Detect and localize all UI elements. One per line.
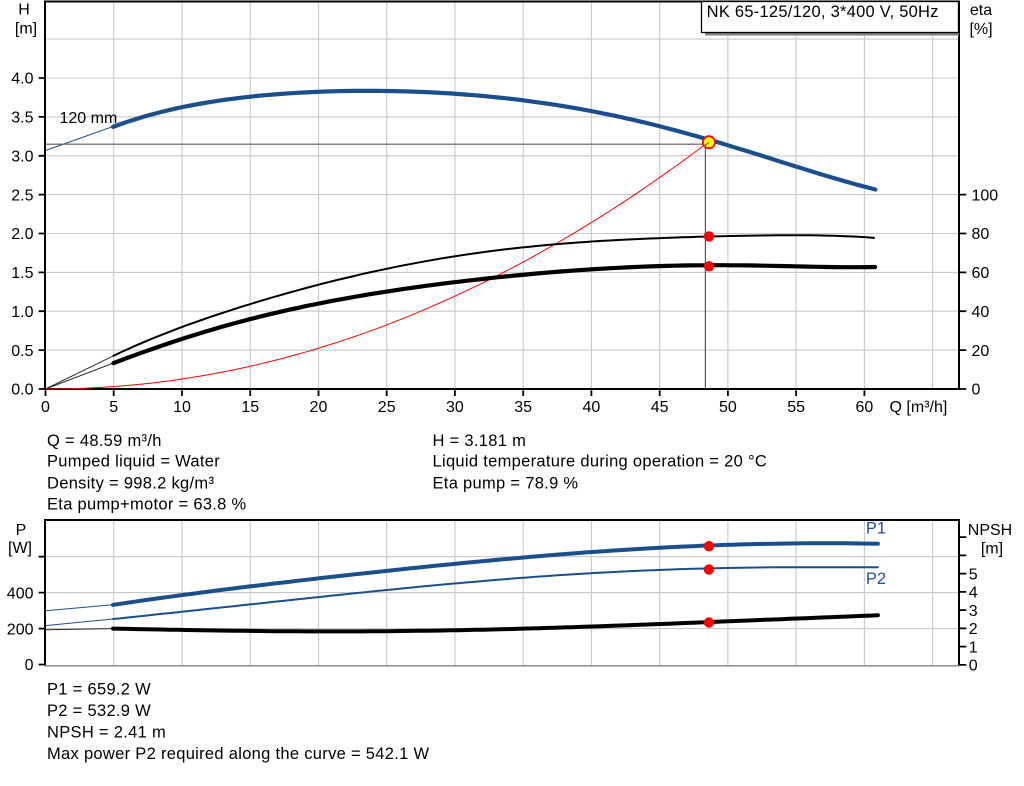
svg-text:20: 20 (310, 399, 328, 416)
svg-text:30: 30 (446, 399, 464, 416)
svg-text:NPSH: NPSH (968, 522, 1012, 539)
svg-text:20: 20 (972, 343, 990, 360)
svg-text:2: 2 (969, 621, 978, 638)
svg-text:100: 100 (972, 187, 999, 204)
svg-text:Pumped liquid = Water: Pumped liquid = Water (47, 453, 220, 471)
svg-text:3.5: 3.5 (11, 110, 33, 127)
svg-text:P1 = 659.2 W: P1 = 659.2 W (47, 681, 151, 699)
svg-text:0: 0 (41, 399, 50, 416)
svg-text:60: 60 (855, 399, 873, 416)
svg-text:Q = 48.59 m³/h: Q = 48.59 m³/h (47, 432, 162, 450)
svg-text:0: 0 (25, 657, 34, 674)
svg-text:4: 4 (969, 585, 978, 602)
svg-text:[m]: [m] (15, 20, 37, 37)
svg-text:eta: eta (970, 2, 992, 19)
svg-text:[%]: [%] (969, 21, 992, 38)
svg-text:0.0: 0.0 (11, 382, 33, 399)
svg-text:P1: P1 (866, 520, 886, 538)
svg-text:45: 45 (651, 399, 669, 416)
svg-text:P2 = 532.9 W: P2 = 532.9 W (47, 702, 151, 720)
svg-text:120 mm: 120 mm (60, 110, 118, 127)
svg-text:Density = 998.2 kg/m³: Density = 998.2 kg/m³ (47, 474, 214, 492)
svg-text:55: 55 (787, 399, 805, 416)
svg-text:Liquid temperature during oper: Liquid temperature during operation = 20… (433, 453, 768, 471)
svg-text:50: 50 (719, 399, 737, 416)
svg-text:P: P (16, 522, 27, 539)
svg-text:15: 15 (241, 399, 259, 416)
svg-text:1.5: 1.5 (11, 265, 33, 282)
svg-text:200: 200 (7, 621, 34, 638)
svg-text:0: 0 (972, 382, 981, 399)
svg-text:2.5: 2.5 (11, 187, 33, 204)
svg-text:3.0: 3.0 (11, 149, 33, 166)
svg-text:400: 400 (7, 585, 34, 602)
svg-text:Eta pump = 78.9 %: Eta pump = 78.9 % (433, 474, 579, 492)
svg-text:3: 3 (969, 603, 978, 620)
svg-text:80: 80 (972, 226, 990, 243)
svg-text:NPSH = 2.41 m: NPSH = 2.41 m (47, 723, 166, 741)
svg-text:40: 40 (972, 304, 990, 321)
svg-text:60: 60 (972, 265, 990, 282)
svg-text:H: H (18, 1, 30, 18)
svg-text:0.5: 0.5 (11, 343, 33, 360)
svg-text:35: 35 (514, 399, 532, 416)
svg-text:Q [m³/h]: Q [m³/h] (890, 399, 948, 416)
svg-text:H = 3.181 m: H = 3.181 m (433, 432, 527, 450)
svg-text:25: 25 (378, 399, 396, 416)
svg-text:40: 40 (583, 399, 601, 416)
svg-text:Eta pump+motor = 63.8 %: Eta pump+motor = 63.8 % (47, 496, 247, 514)
svg-text:NK 65-125/120, 3*400 V, 50Hz: NK 65-125/120, 3*400 V, 50Hz (707, 3, 939, 21)
svg-text:5: 5 (969, 566, 978, 583)
svg-text:[W]: [W] (8, 540, 32, 557)
svg-text:1.0: 1.0 (11, 304, 33, 321)
svg-text:P2: P2 (866, 570, 886, 588)
svg-text:5: 5 (109, 399, 118, 416)
svg-text:2.0: 2.0 (11, 226, 33, 243)
svg-text:4.0: 4.0 (11, 71, 33, 88)
svg-text:1: 1 (969, 639, 978, 656)
svg-text:[m]: [m] (981, 541, 1003, 558)
svg-text:10: 10 (173, 399, 191, 416)
svg-text:0: 0 (969, 658, 978, 675)
svg-text:Max power P2 required along th: Max power P2 required along the curve = … (47, 745, 429, 763)
